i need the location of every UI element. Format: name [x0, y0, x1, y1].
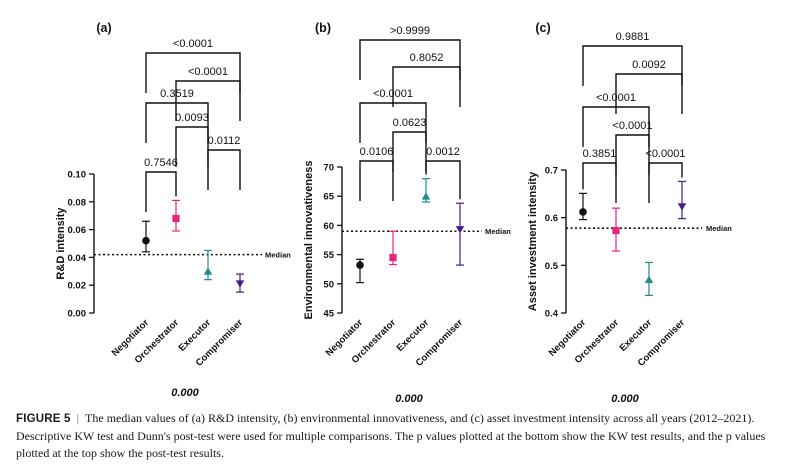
figure-caption: FIGURE 5 | The median values of (a) R&D in… [16, 410, 800, 462]
panel-label: (b) [315, 21, 331, 35]
comparison-p-value: 0.0106 [360, 146, 394, 158]
median-label: Median [265, 251, 291, 260]
y-tick-label: 0.02 [68, 281, 87, 292]
kw-test-p-value: 0.000 [395, 393, 423, 405]
median-label: Median [485, 227, 511, 236]
comparison-p-value: <0.0001 [645, 148, 685, 160]
comparison-p-value: 0.0112 [208, 135, 241, 147]
comparison-p-value: 0.3519 [160, 88, 194, 100]
chart-panel-3: (c) 0.4 0.5 0.6 0.7 Asset investment intensit… [527, 21, 732, 405]
comparison-bracket [145, 171, 177, 212]
y-tick-label: 65 [323, 192, 334, 203]
comparison-bracket [145, 102, 209, 143]
y-tick-label: 0.10 [68, 170, 87, 181]
comparison-p-value: 0.3851 [583, 148, 617, 160]
data-point-executor [644, 275, 654, 284]
comparison-bracket [207, 149, 241, 190]
comparison-bracket [145, 52, 241, 93]
y-tick-label: 70 [323, 163, 334, 174]
data-point-negotiator [142, 236, 150, 245]
comparison-bracket [582, 45, 683, 86]
y-tick-label: 45 [323, 309, 334, 320]
comparison-p-value: 0.0093 [175, 112, 209, 124]
caption-text: The median values of (a) R&D intensity, … [16, 411, 766, 460]
data-point-orchestrator [612, 226, 620, 235]
data-point-compromiser [455, 226, 465, 234]
comparison-bracket [648, 162, 683, 203]
comparison-bracket [359, 160, 394, 201]
comparison-bracket [392, 66, 461, 107]
caption-label: FIGURE 5 [16, 413, 71, 425]
data-point-orchestrator [389, 253, 397, 262]
comparison-p-value: 0.8052 [410, 52, 444, 64]
y-tick-label: 0.04 [68, 253, 87, 264]
comparison-bracket [615, 134, 650, 175]
y-tick-label: 0.4 [545, 309, 559, 320]
data-point-negotiator [579, 208, 587, 216]
y-tick-label: 50 [323, 279, 334, 290]
kw-test-p-value: 0.000 [171, 387, 199, 399]
kw-test-p-value: 0.000 [611, 393, 639, 405]
comparison-bracket [425, 160, 461, 200]
comparison-bracket [359, 39, 461, 80]
y-tick-label: 0.6 [545, 213, 558, 224]
y-axis-title: Asset investment intensity [527, 171, 539, 311]
y-tick-label: 0.5 [545, 261, 559, 272]
chart-panel-1: (a) 0.00 0.02 0.04 0.06 0.08 0.10 R&D intensity… [55, 21, 291, 399]
panel-label: (a) [96, 21, 111, 35]
comparison-p-value: <0.0001 [188, 66, 228, 78]
y-tick-label: 60 [323, 221, 334, 232]
figure: (a) 0.00 0.02 0.04 0.06 0.08 0.10 R&D intensity… [55, 21, 732, 405]
comparison-bracket [392, 131, 427, 172]
y-tick-label: 0.08 [68, 197, 87, 208]
comparison-p-value: 0.7546 [144, 157, 178, 169]
comparison-p-value: 0.0092 [632, 59, 666, 71]
comparison-p-value: 0.0623 [393, 117, 427, 129]
y-tick-label: 0.06 [68, 225, 87, 236]
comparison-p-value: <0.0001 [173, 38, 213, 50]
comparison-p-value: <0.0001 [612, 120, 652, 132]
y-tick-label: 0.00 [68, 309, 87, 320]
comparison-p-value: 0.9881 [616, 31, 650, 43]
comparison-bracket [615, 73, 683, 114]
data-point-orchestrator [172, 214, 180, 223]
panel-label: (c) [535, 21, 550, 35]
caption-separator: | [76, 411, 80, 425]
median-label: Median [706, 224, 732, 233]
data-point-executor [203, 267, 213, 275]
data-point-executor [421, 192, 431, 200]
chart-panel-2: (b) 45 50 55 60 65 70 Environmental innovativen… [303, 21, 511, 405]
comparison-p-value: 0.0012 [426, 146, 460, 158]
y-axis-title: R&D intensity [55, 207, 67, 280]
data-point-negotiator [356, 261, 364, 269]
y-axis-title: Environmental innovativeness [303, 161, 315, 320]
data-point-compromiser [235, 280, 245, 288]
data-point-compromiser [677, 203, 687, 211]
comparison-bracket [175, 80, 241, 121]
y-tick-label: 55 [323, 250, 334, 261]
comparison-p-value: >0.9999 [390, 25, 430, 37]
comparison-bracket [175, 126, 209, 167]
comparison-bracket [582, 162, 617, 203]
y-tick-label: 0.7 [545, 166, 558, 177]
